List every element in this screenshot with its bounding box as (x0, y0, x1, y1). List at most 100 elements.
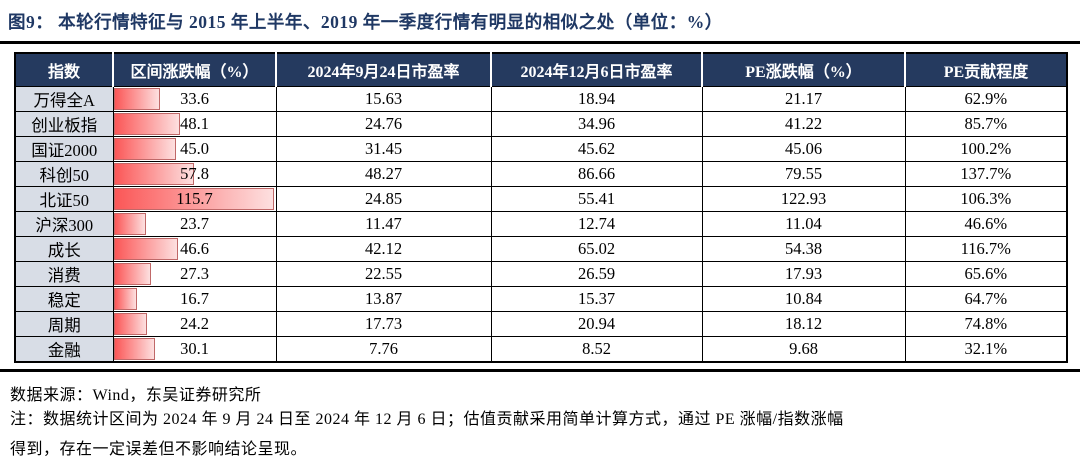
change-bar-cell: 48.1 (112, 111, 277, 137)
footnote-line-1: 注：数据统计区间为 2024 年 9 月 24 日至 2024 年 12 月 6… (10, 411, 844, 428)
change-value: 30.1 (180, 339, 209, 358)
col-header-pe-1206: 2024年12月6日市盈率 (490, 53, 702, 87)
value-cell: 79.55 (701, 161, 906, 187)
value-cell: 11.47 (275, 211, 492, 237)
value-cell: 34.96 (490, 111, 703, 137)
change-bar-cell: 115.7 (112, 186, 277, 212)
index-name: 周期 (14, 311, 114, 337)
index-name: 金融 (14, 336, 114, 363)
change-value: 23.7 (180, 214, 209, 233)
value-cell: 8.52 (490, 336, 703, 363)
table-row: 国证2000 45.0 31.45 45.62 45.06 100.2% (14, 136, 1068, 162)
change-bar (113, 163, 194, 185)
index-name: 万得全A (14, 86, 114, 112)
change-bar (113, 88, 160, 110)
value-cell: 86.66 (490, 161, 703, 187)
index-name: 北证50 (14, 186, 114, 212)
table-row: 沪深300 23.7 11.47 12.74 11.04 46.6% (14, 211, 1068, 237)
value-cell: 15.63 (275, 86, 492, 112)
table-row: 金融 30.1 7.76 8.52 9.68 32.1% (14, 336, 1068, 363)
col-header-pe-0924: 2024年9月24日市盈率 (275, 53, 491, 87)
change-value: 45.0 (180, 139, 209, 158)
value-cell: 48.27 (275, 161, 492, 187)
change-bar (113, 238, 178, 260)
figure-title: 图9： 本轮行情特征与 2015 年上半年、2019 年一季度行情有明显的相似之… (8, 12, 723, 32)
table-row: 周期 24.2 17.73 20.94 18.12 74.8% (14, 311, 1068, 337)
value-cell: 65.6% (904, 261, 1068, 287)
change-bar (113, 313, 148, 335)
value-cell: 12.74 (490, 211, 703, 237)
table-row: 消费 27.3 22.55 26.59 17.93 65.6% (14, 261, 1068, 287)
title-divider (0, 41, 1080, 44)
table-row: 北证50 115.7 24.85 55.41 122.93 106.3% (14, 186, 1068, 212)
table-row: 万得全A 33.6 15.63 18.94 21.17 62.9% (14, 86, 1068, 112)
table-row: 创业板指 48.1 24.76 34.96 41.22 85.7% (14, 111, 1068, 137)
data-source: 数据来源：Wind，东吴证券研究所 (10, 387, 262, 404)
change-value: 16.7 (180, 289, 209, 308)
value-cell: 24.76 (275, 111, 492, 137)
change-bar (113, 138, 176, 160)
change-value: 115.7 (176, 189, 213, 208)
header-row: 指数 区间涨跌幅（%） 2024年9月24日市盈率 2024年12月6日市盈率 … (15, 53, 1067, 87)
table-body: 万得全A 33.6 15.63 18.94 21.17 62.9% 创业板指 48.1 24.7… (14, 86, 1068, 363)
value-cell: 54.38 (701, 236, 906, 262)
value-cell: 122.93 (701, 186, 906, 212)
value-cell: 11.04 (701, 211, 906, 237)
change-bar-cell: 57.8 (112, 161, 277, 187)
change-bar (113, 213, 147, 235)
value-cell: 26.59 (490, 261, 703, 287)
value-cell: 106.3% (904, 186, 1068, 212)
change-bar-cell: 45.0 (112, 136, 277, 162)
change-bar-cell: 16.7 (112, 286, 277, 312)
value-cell: 24.85 (275, 186, 492, 212)
change-value: 57.8 (180, 164, 209, 183)
change-bar-cell: 46.6 (112, 236, 277, 262)
change-bar-cell: 23.7 (112, 211, 277, 237)
value-cell: 13.87 (275, 286, 492, 312)
value-cell: 22.55 (275, 261, 492, 287)
value-cell: 20.94 (490, 311, 703, 337)
index-name: 消费 (14, 261, 114, 287)
table-row: 成长 46.6 42.12 65.02 54.38 116.7% (14, 236, 1068, 262)
value-cell: 32.1% (904, 336, 1068, 363)
value-cell: 18.12 (701, 311, 906, 337)
value-cell: 7.76 (275, 336, 492, 363)
change-value: 33.6 (180, 89, 209, 108)
data-table: 指数 区间涨跌幅（%） 2024年9月24日市盈率 2024年12月6日市盈率 … (14, 52, 1068, 363)
value-cell: 18.94 (490, 86, 703, 112)
index-name: 创业板指 (14, 111, 114, 137)
value-cell: 9.68 (701, 336, 906, 363)
change-bar-cell: 24.2 (112, 311, 277, 337)
value-cell: 45.06 (701, 136, 906, 162)
value-cell: 85.7% (904, 111, 1068, 137)
table-header: 指数 区间涨跌幅（%） 2024年9月24日市盈率 2024年12月6日市盈率 … (15, 53, 1067, 87)
change-bar-cell: 33.6 (112, 86, 277, 112)
value-cell: 65.02 (490, 236, 703, 262)
value-cell: 74.8% (904, 311, 1068, 337)
change-bar (113, 263, 152, 285)
index-name: 国证2000 (14, 136, 114, 162)
col-header-pe-contribution: PE贡献程度 (904, 53, 1067, 87)
table-row: 稳定 16.7 13.87 15.37 10.84 64.7% (14, 286, 1068, 312)
value-cell: 100.2% (904, 136, 1068, 162)
change-bar (113, 188, 274, 210)
index-name: 稳定 (14, 286, 114, 312)
index-name: 沪深300 (14, 211, 114, 237)
value-cell: 21.17 (701, 86, 906, 112)
value-cell: 62.9% (904, 86, 1068, 112)
footnote-line-2: 得到，存在一定误差但不影响结论呈现。 (10, 441, 308, 458)
col-header-index: 指数 (15, 53, 113, 87)
value-cell: 17.93 (701, 261, 906, 287)
value-cell: 46.6% (904, 211, 1068, 237)
index-name: 成长 (14, 236, 114, 262)
value-cell: 42.12 (275, 236, 492, 262)
index-name: 科创50 (14, 161, 114, 187)
table-row: 科创50 57.8 48.27 86.66 79.55 137.7% (14, 161, 1068, 187)
change-value: 24.2 (180, 314, 209, 333)
change-bar (113, 113, 181, 135)
change-bar-cell: 30.1 (112, 336, 277, 363)
value-cell: 137.7% (904, 161, 1068, 187)
change-value: 46.6 (180, 239, 209, 258)
value-cell: 116.7% (904, 236, 1068, 262)
